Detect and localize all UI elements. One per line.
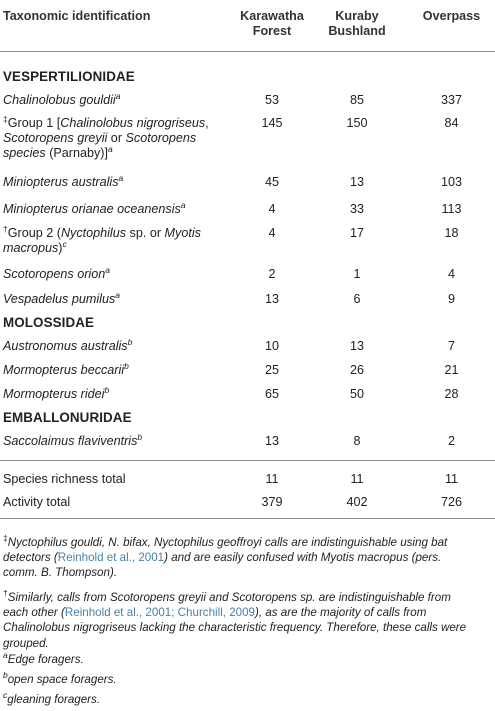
cell-kuraby: 402 xyxy=(346,495,368,509)
taxon-name: †Group 2 (Nyctophilus sp. or Myotis macr… xyxy=(3,224,201,255)
cell-kuraby: 50 xyxy=(349,387,364,401)
citation-link[interactable]: Reinhold et al., 2001; Churchill, 2009 xyxy=(64,606,256,620)
cell-kuraby: 6 xyxy=(353,292,361,306)
cell-kuraby: 1 xyxy=(353,267,361,281)
cell-kuraby: 13 xyxy=(349,339,364,353)
cell-overpass: 28 xyxy=(444,387,459,401)
cell-overpass: 11 xyxy=(444,472,459,486)
header-divider xyxy=(0,51,495,52)
taxon-name: Miniopterus orianae oceanensisa xyxy=(3,200,186,216)
cell-karawatha: 10 xyxy=(264,339,279,353)
taxon-name: Mormopterus beccariib xyxy=(3,361,129,377)
taxon-name: Chalinolobus gouldiia xyxy=(3,91,121,107)
footnote-c: cgleaning foragers. xyxy=(3,690,101,706)
cell-kuraby: 26 xyxy=(349,363,364,377)
taxon-name: Miniopterus australisa xyxy=(3,173,124,189)
footnote-a: aEdge foragers. xyxy=(3,650,84,666)
citation-link[interactable]: Reinhold et al., 2001 xyxy=(57,551,165,565)
cell-overpass: 18 xyxy=(444,226,459,240)
header-karawatha-forest: Karawatha Forest xyxy=(230,9,314,39)
total-label: Activity total xyxy=(3,495,71,509)
cell-karawatha: 11 xyxy=(265,472,279,486)
taxon-name: Austronomus australisb xyxy=(3,337,133,353)
family-emballonuridae: EMBALLONURIDAE xyxy=(3,410,132,425)
footnote-double-dagger: ‡Nyctophilus gouldi, N. bifax, Nyctophil… xyxy=(3,533,448,580)
cell-overpass: 4 xyxy=(447,267,455,281)
cell-kuraby: 11 xyxy=(350,472,364,486)
cell-kuraby: 85 xyxy=(349,93,364,107)
header-kuraby-line1: Kuraby xyxy=(335,9,379,23)
family-vespertilionidae: VESPERTILIONIDAE xyxy=(3,69,135,84)
taxon-name: Saccolaimus flaviventrisb xyxy=(3,432,143,448)
cell-kuraby: 17 xyxy=(349,226,364,240)
cell-karawatha: 145 xyxy=(261,116,283,130)
cell-overpass: 103 xyxy=(440,175,462,189)
cell-overpass: 113 xyxy=(441,202,462,216)
cell-karawatha: 4 xyxy=(268,202,276,216)
cell-karawatha: 379 xyxy=(261,495,283,509)
cell-kuraby: 13 xyxy=(349,175,364,189)
cell-overpass: 7 xyxy=(447,339,455,353)
cell-kuraby: 8 xyxy=(353,434,361,448)
header-taxonomic-identification: Taxonomic identification xyxy=(3,9,151,23)
cell-kuraby: 150 xyxy=(346,116,368,130)
footnote-dagger: †Similarly, calls from Scotoropens greyi… xyxy=(3,588,467,650)
cell-karawatha: 2 xyxy=(268,267,276,281)
header-kuraby-bushland: Kuraby Bushland xyxy=(315,9,399,39)
cell-karawatha: 25 xyxy=(264,363,279,377)
cell-karawatha: 53 xyxy=(264,93,279,107)
taxon-name: Scotoropens oriona xyxy=(3,265,110,281)
cell-overpass: 726 xyxy=(440,495,462,509)
cell-overpass: 2 xyxy=(447,434,455,448)
footer-divider xyxy=(0,518,495,519)
header-kuraby-line2: Bushland xyxy=(328,24,386,38)
total-label: Species richness total xyxy=(3,472,126,486)
cell-overpass: 84 xyxy=(444,116,459,130)
footnote-b: bopen space foragers. xyxy=(3,670,117,686)
header-karawatha-line1: Karawatha xyxy=(240,9,304,23)
totals-divider xyxy=(0,460,495,461)
cell-overpass: 9 xyxy=(447,292,455,306)
taxon-name: Mormopterus rideib xyxy=(3,385,110,401)
cell-kuraby: 33 xyxy=(349,202,364,216)
header-karawatha-line2: Forest xyxy=(252,24,292,38)
cell-karawatha: 45 xyxy=(264,175,279,189)
cell-karawatha: 4 xyxy=(268,226,276,240)
taxon-name: Vespadelus pumilusa xyxy=(3,290,120,306)
header-overpass: Overpass xyxy=(422,9,481,23)
taxon-name: ‡Group 1 [Chalinolobus nigrogriseus, Sco… xyxy=(3,114,209,160)
cell-karawatha: 13 xyxy=(264,292,279,306)
cell-overpass: 337 xyxy=(440,93,462,107)
cell-overpass: 21 xyxy=(444,363,459,377)
cell-karawatha: 13 xyxy=(264,434,279,448)
cell-karawatha: 65 xyxy=(264,387,279,401)
family-molossidae: MOLOSSIDAE xyxy=(3,315,95,330)
